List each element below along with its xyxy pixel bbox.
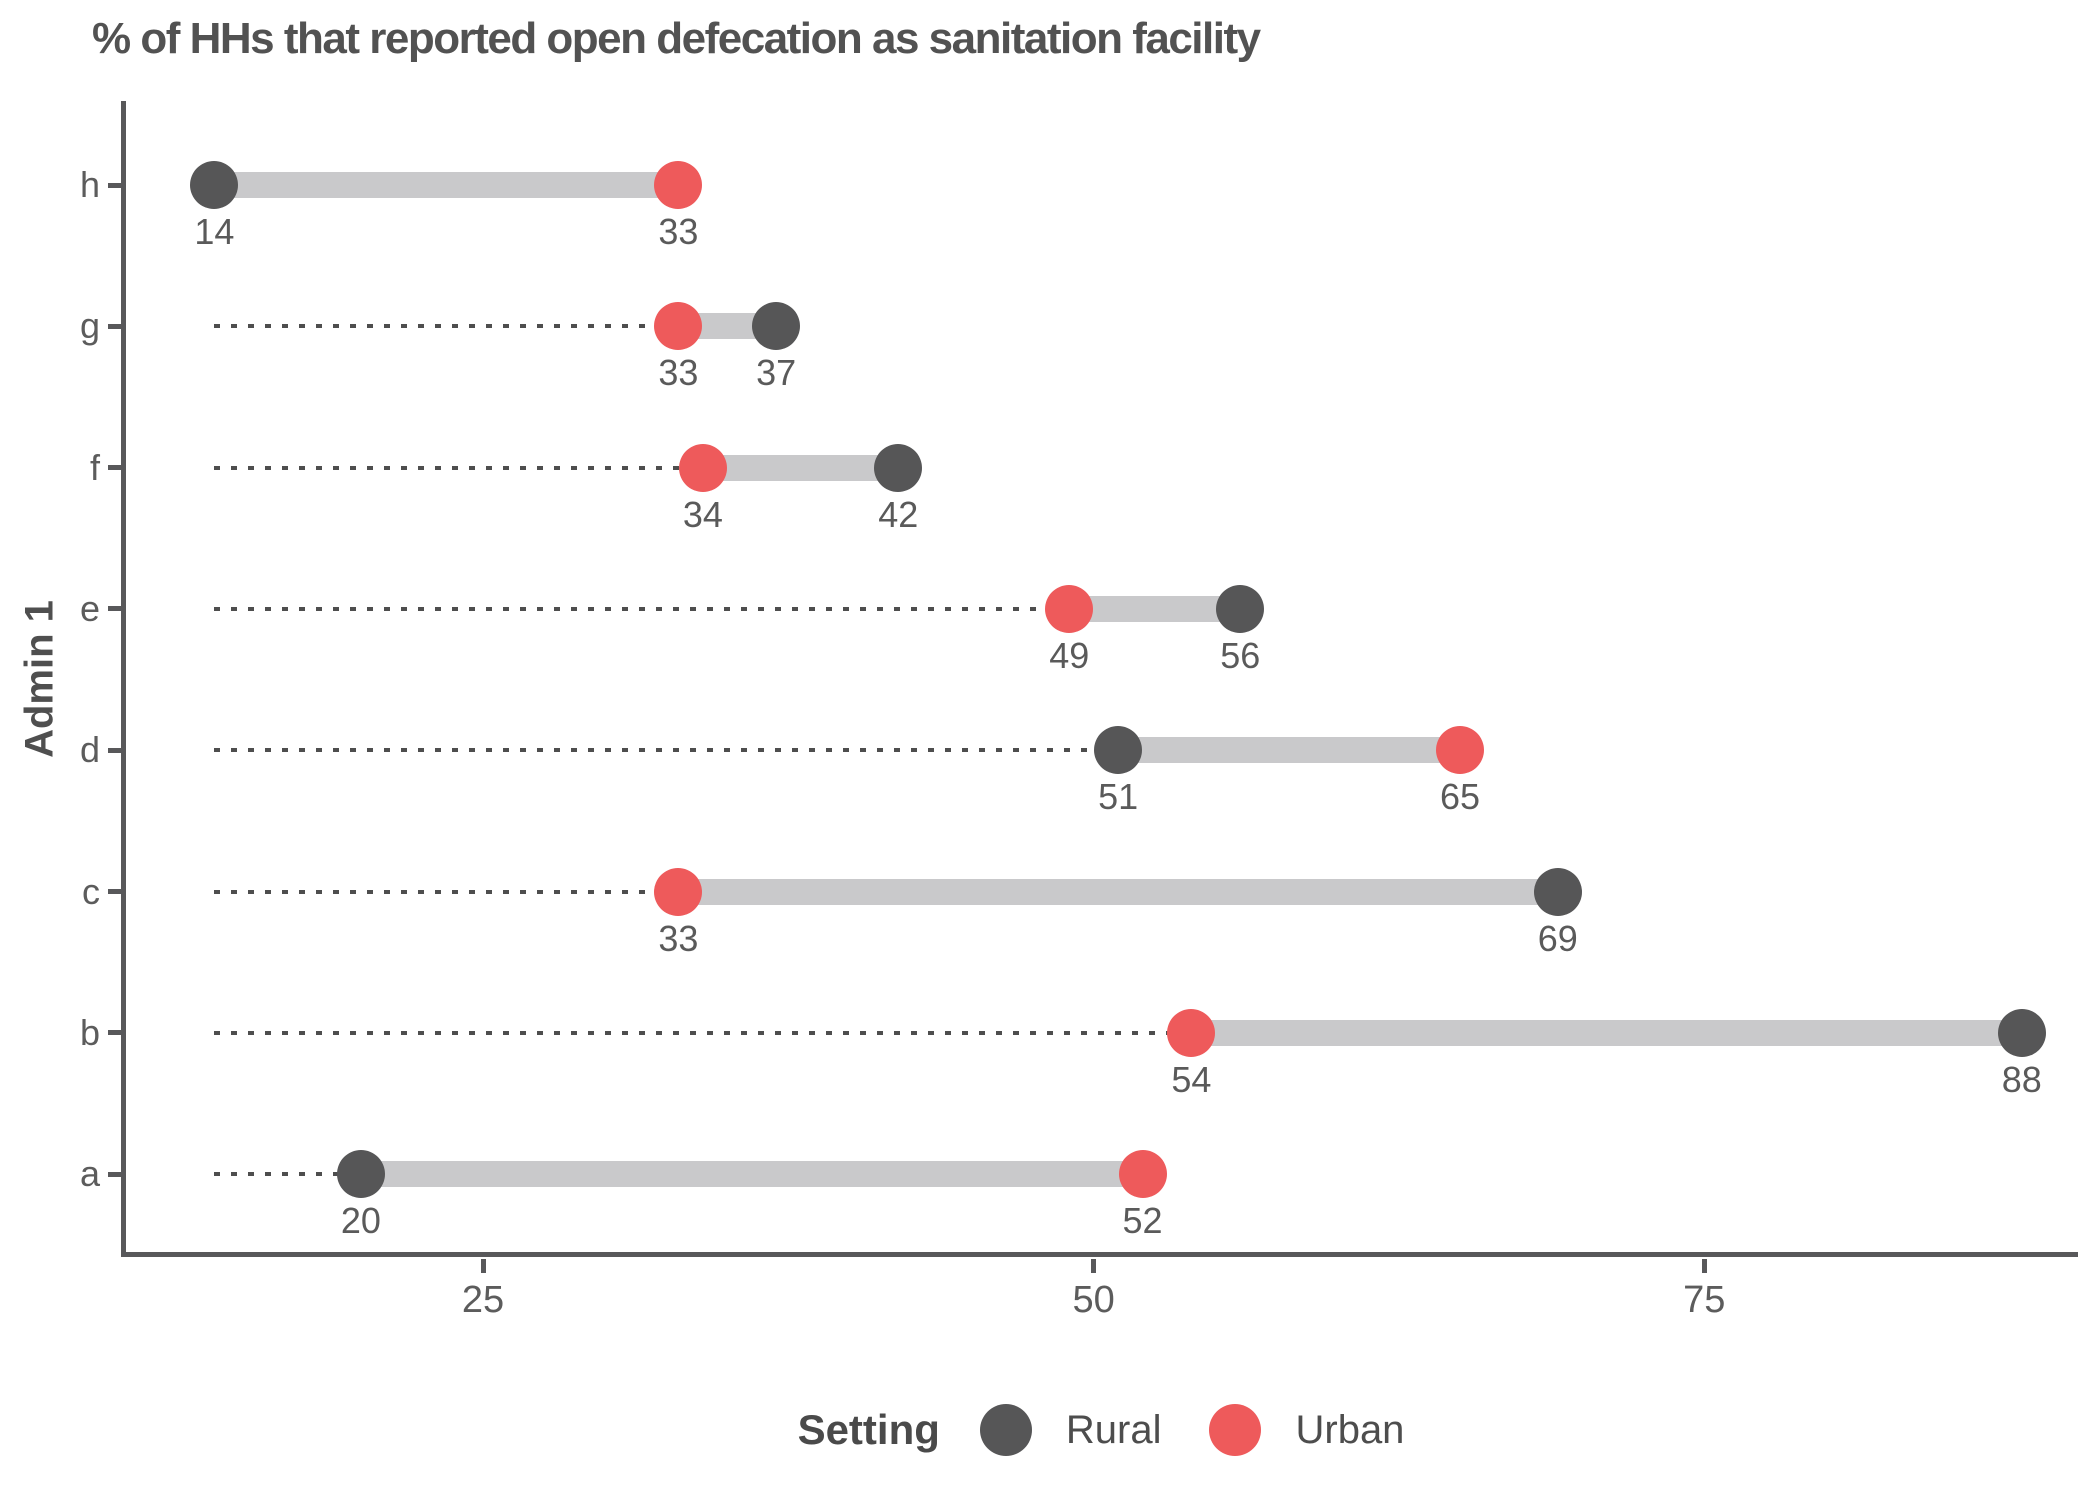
legend-item: Rural: [979, 1404, 1162, 1456]
urban-dot: [1045, 584, 1094, 633]
y-tick: [108, 747, 124, 753]
leader-line: [214, 465, 703, 470]
value-label: 54: [1171, 1058, 1212, 1100]
connector-bar: [1118, 737, 1461, 764]
urban-dot: [678, 443, 727, 492]
leader-line: [214, 748, 1119, 753]
urban-dot: [654, 302, 703, 351]
x-tick: [480, 1259, 486, 1273]
x-tick-label: 50: [1072, 1279, 1115, 1321]
value-label: 33: [658, 211, 699, 252]
connector-bar: [678, 878, 1558, 905]
value-label: 42: [878, 493, 919, 535]
chart-title: % of HHs that reported open defecation a…: [92, 14, 1261, 63]
value-label: 69: [1537, 917, 1578, 959]
x-tick: [1091, 1259, 1097, 1273]
y-tick: [108, 465, 124, 471]
urban-dot: [1118, 1150, 1167, 1199]
value-label: 52: [1122, 1200, 1163, 1242]
leader-line: [214, 606, 1070, 611]
value-label: 49: [1049, 634, 1090, 676]
legend-item-label: Urban: [1295, 1407, 1405, 1452]
y-category-label: d: [79, 729, 100, 771]
legend-item-label: Rural: [1065, 1407, 1162, 1452]
leader-line: [214, 324, 679, 329]
connector-bar: [1069, 595, 1241, 622]
urban-dot: [654, 867, 703, 916]
urban-dot: [1167, 1008, 1216, 1057]
rural-dot: [1533, 867, 1582, 916]
connector-bar: [214, 172, 679, 198]
value-label: 65: [1440, 776, 1481, 818]
value-label: 20: [340, 1200, 381, 1242]
connector-bar: [1191, 1019, 2022, 1046]
y-tick: [108, 606, 124, 612]
y-category-label: f: [89, 446, 100, 488]
value-label: 37: [756, 352, 797, 394]
leader-line: [214, 1030, 1192, 1035]
urban-dot: [654, 161, 703, 209]
rural-dot: [1094, 726, 1143, 775]
y-category-label: a: [79, 1153, 100, 1195]
urban-dot: [1436, 726, 1485, 775]
y-category-label: b: [79, 1011, 100, 1053]
y-tick: [108, 323, 124, 329]
legend: Setting Rural Urban: [124, 1404, 2078, 1456]
y-tick: [108, 1171, 124, 1177]
value-label: 51: [1098, 776, 1139, 818]
y-category-label: e: [79, 587, 100, 629]
value-label: 33: [658, 352, 699, 394]
leader-line: [214, 1172, 361, 1177]
value-label: 56: [1220, 634, 1261, 676]
legend-title: Setting: [797, 1406, 940, 1453]
rural-dot: [1216, 584, 1265, 633]
rural-dot: [336, 1150, 385, 1199]
rural-dot: [190, 161, 239, 209]
rural-dot: [1997, 1008, 2046, 1057]
x-tick: [1701, 1259, 1707, 1273]
rural-dot: [752, 302, 801, 351]
urban-swatch-icon: [1209, 1404, 1262, 1456]
rural-swatch-icon: [979, 1404, 1032, 1456]
y-category-label: g: [79, 305, 100, 347]
y-category-label: c: [82, 870, 100, 912]
value-label: 88: [2001, 1058, 2042, 1100]
x-tick-label: 75: [1683, 1279, 1726, 1321]
value-label: 33: [658, 917, 699, 959]
x-tick-label: 25: [461, 1279, 505, 1321]
y-tick: [108, 889, 124, 894]
y-tick: [108, 1030, 124, 1036]
connector-bar: [702, 454, 899, 481]
value-label: 34: [682, 493, 723, 535]
rural-dot: [874, 443, 923, 492]
y-category-label: h: [79, 164, 100, 205]
leader-line: [214, 889, 679, 894]
legend-item: Urban: [1209, 1404, 1404, 1456]
value-label: 14: [194, 211, 235, 252]
plot-panel: [121, 101, 2078, 1257]
connector-bar: [360, 1161, 1143, 1188]
y-tick: [108, 182, 124, 188]
